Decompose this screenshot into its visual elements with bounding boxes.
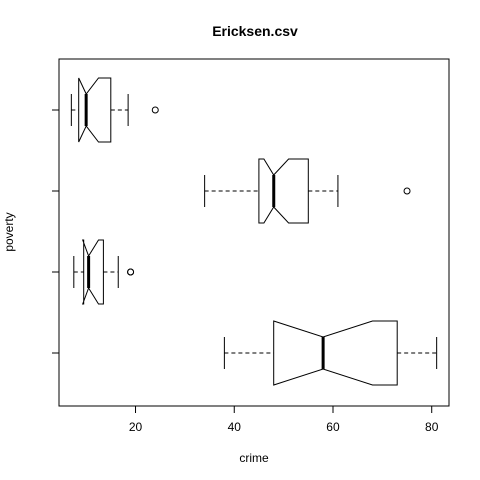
y-axis-label: poverty (2, 212, 16, 251)
x-axis-label: crime (239, 451, 269, 465)
box-group-4 (70, 77, 159, 143)
notched-box (273, 320, 398, 386)
notched-box (78, 77, 112, 143)
outlier-point (403, 187, 411, 195)
x-tick-label: 40 (228, 420, 242, 434)
box-group-2 (73, 239, 135, 305)
box-group-1 (223, 320, 438, 386)
plot-frame (58, 58, 450, 407)
x-tick-label: 80 (425, 420, 439, 434)
chart-title: Ericksen.csv (212, 23, 298, 39)
box-group-3 (204, 158, 411, 224)
y-axis (52, 109, 59, 354)
x-tick-label: 20 (129, 420, 143, 434)
notched-box (81, 239, 104, 305)
outlier-point (151, 106, 159, 114)
x-axis: 20 40 60 80 (129, 406, 439, 434)
boxes-layer (70, 77, 438, 386)
notched-box (258, 158, 309, 224)
outlier-point (127, 268, 135, 276)
x-tick-label: 60 (326, 420, 340, 434)
